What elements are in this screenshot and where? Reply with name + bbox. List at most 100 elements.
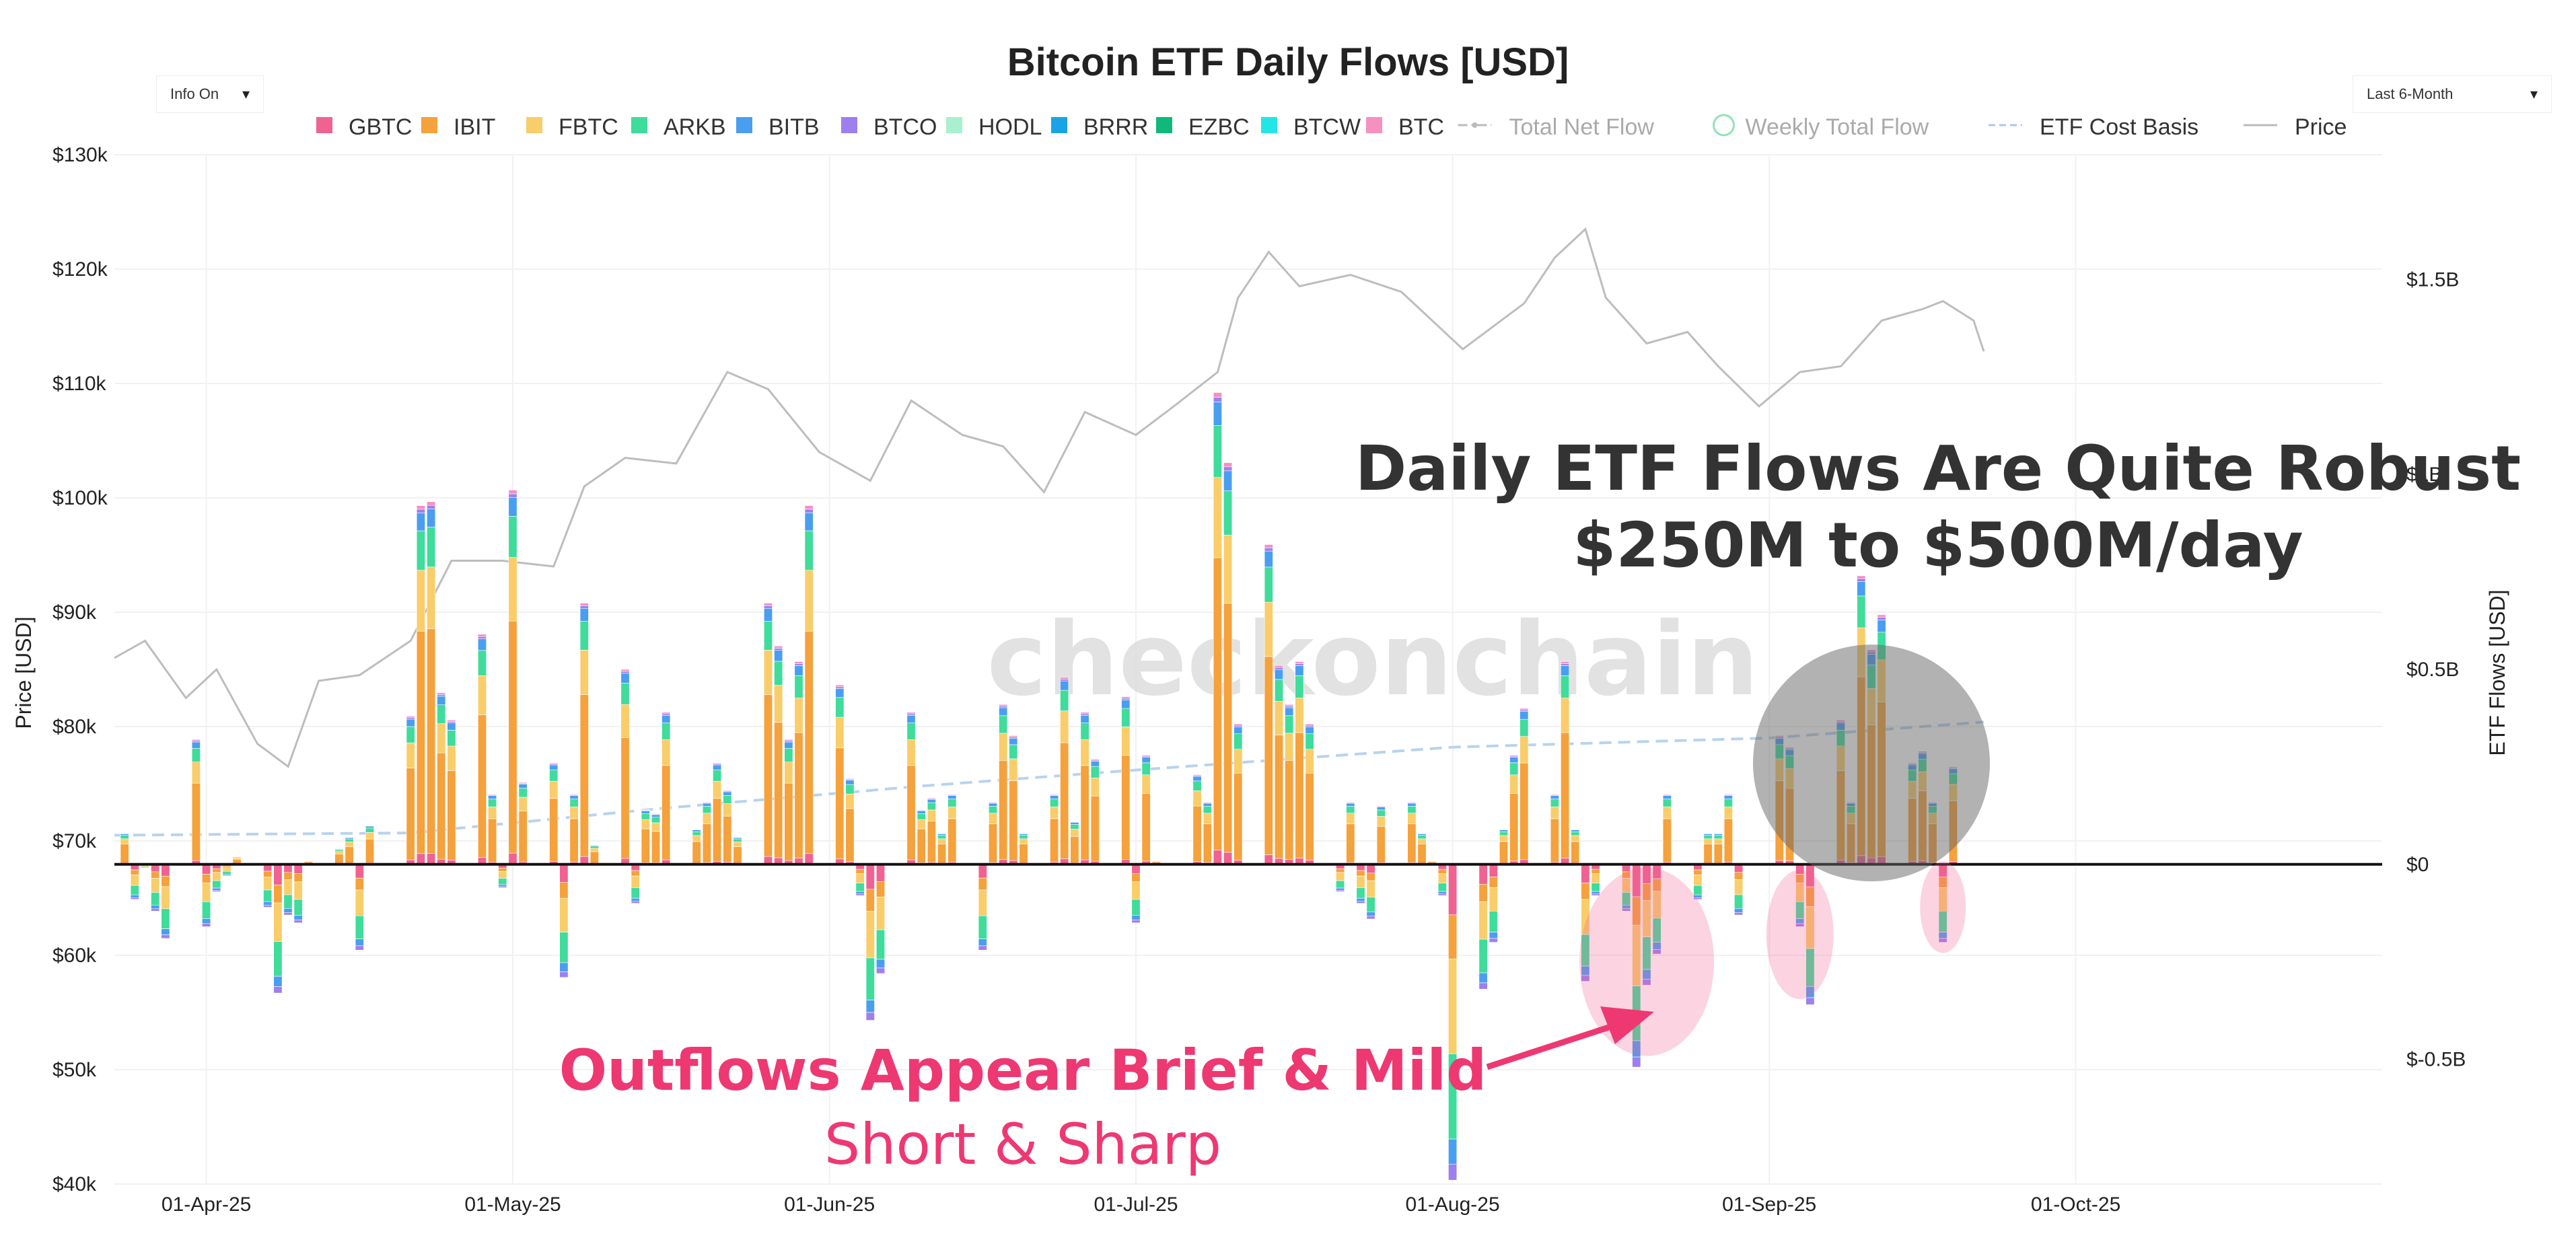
flow-segment: [549, 762, 559, 764]
flow-segment: [651, 814, 660, 818]
legend-item: FBTC: [526, 114, 618, 140]
flow-segment: [1591, 873, 1600, 883]
flow-bar: [1009, 735, 1018, 864]
flow-segment: [702, 813, 711, 824]
flow-segment: [794, 675, 803, 698]
flow-segment: [723, 790, 732, 792]
flow-segment: [1877, 614, 1886, 618]
flow-segment: [1489, 877, 1498, 888]
flow-bar: [1070, 821, 1079, 865]
left-tick-label: $90k: [52, 601, 97, 624]
flow-segment: [1070, 821, 1079, 822]
flow-segment: [549, 780, 559, 799]
flow-segment: [1233, 733, 1243, 749]
flow-segment: [1141, 774, 1151, 794]
flow-segment: [620, 673, 630, 684]
flow-segment: [876, 959, 886, 969]
flow-bar: [784, 739, 793, 865]
flow-segment: [283, 912, 293, 916]
flow-segment: [620, 671, 630, 674]
flow-segment: [1213, 477, 1222, 558]
flow-segment: [151, 892, 160, 906]
x-tick-label: 01-Sep-25: [1722, 1193, 1816, 1216]
legend-item: BTCO: [841, 114, 937, 140]
x-date-axis: 01-Apr-25 01-May-25 01-Jun-25 01-Jul-25 01-A…: [162, 1193, 2120, 1216]
flow-segment: [1561, 663, 1570, 666]
flow-segment: [927, 821, 936, 863]
flow-segment: [1213, 392, 1222, 398]
flow-segment: [865, 864, 875, 890]
flow-segment: [733, 846, 742, 864]
flow-segment: [416, 570, 425, 632]
flow-segment: [1734, 908, 1744, 913]
flow-bar: [569, 794, 579, 864]
flow-segment: [263, 905, 273, 908]
outflow-highlight: [1766, 870, 1834, 1000]
flow-segment: [999, 733, 1008, 761]
legend-swatch: [946, 117, 962, 133]
flow-bar: [651, 813, 660, 865]
flow-bar: [1366, 864, 1375, 920]
flow-segment: [569, 799, 579, 807]
inflow-highlight: [1752, 644, 1990, 882]
flow-bar: [1285, 704, 1294, 864]
flow-segment: [549, 798, 559, 862]
flow-segment: [1213, 397, 1222, 402]
flow-segment: [1703, 835, 1713, 840]
flow-segment: [1131, 920, 1141, 924]
legend-item: Total Net Flow: [1458, 114, 1654, 140]
flow-segment: [1264, 656, 1273, 855]
flow-segment: [1213, 850, 1222, 864]
flow-segment: [1336, 872, 1345, 881]
flow-segment: [498, 884, 507, 887]
flow-segment: [845, 784, 855, 795]
flow-segment: [937, 838, 947, 845]
flow-bar: [804, 505, 814, 865]
flow-segment: [1499, 829, 1509, 832]
headline-robust: Daily ETF Flows Are Quite Robust: [1355, 433, 2521, 505]
flow-bar: [723, 790, 732, 865]
flow-segment: [631, 870, 640, 877]
flow-segment: [1857, 595, 1866, 628]
flow-bar: [151, 864, 160, 912]
flow-segment: [191, 782, 201, 861]
flow-segment: [579, 603, 589, 606]
flow-segment: [1295, 661, 1304, 664]
flow-segment: [937, 844, 947, 864]
flow-segment: [999, 707, 1008, 716]
flow-segment: [1561, 665, 1570, 676]
flow-segment: [1499, 832, 1509, 836]
flow-segment: [447, 721, 456, 723]
flow-bar: [1703, 833, 1713, 865]
flow-segment: [1305, 749, 1314, 774]
time-range-dropdown[interactable]: Last 6-Month ▾: [2353, 75, 2552, 113]
flow-segment: [1213, 402, 1222, 426]
flow-segment: [804, 512, 814, 531]
flow-segment: [1346, 801, 1355, 803]
flow-segment: [1427, 860, 1437, 861]
flow-segment: [416, 853, 425, 865]
flow-segment: [1723, 795, 1733, 799]
info-toggle-dropdown[interactable]: Info On ▾: [156, 75, 264, 113]
flow-segment: [651, 817, 660, 823]
legend-item: BTC: [1366, 114, 1444, 140]
flow-segment: [620, 704, 630, 738]
flow-segment: [1499, 835, 1509, 842]
flow-segment: [1009, 738, 1018, 745]
flow-segment: [202, 883, 211, 902]
flow-segment: [1703, 844, 1713, 864]
flow-segment: [906, 715, 916, 723]
flow-segment: [273, 986, 283, 994]
flow-segment: [263, 871, 273, 878]
right-flow-axis: $1.5B $1B $0.5B $0 $-0.5B: [2406, 268, 2466, 1070]
flow-segment: [1938, 938, 1947, 943]
flow-segment: [437, 694, 446, 697]
left-tick-label: $70k: [52, 830, 97, 852]
flow-segment: [1275, 665, 1284, 668]
flow-segment: [947, 799, 957, 807]
flow-segment: [1509, 755, 1519, 757]
flow-segment: [947, 818, 957, 862]
flow-segment: [1713, 835, 1723, 840]
flow-segment: [447, 720, 456, 722]
flow-segment: [855, 869, 865, 874]
